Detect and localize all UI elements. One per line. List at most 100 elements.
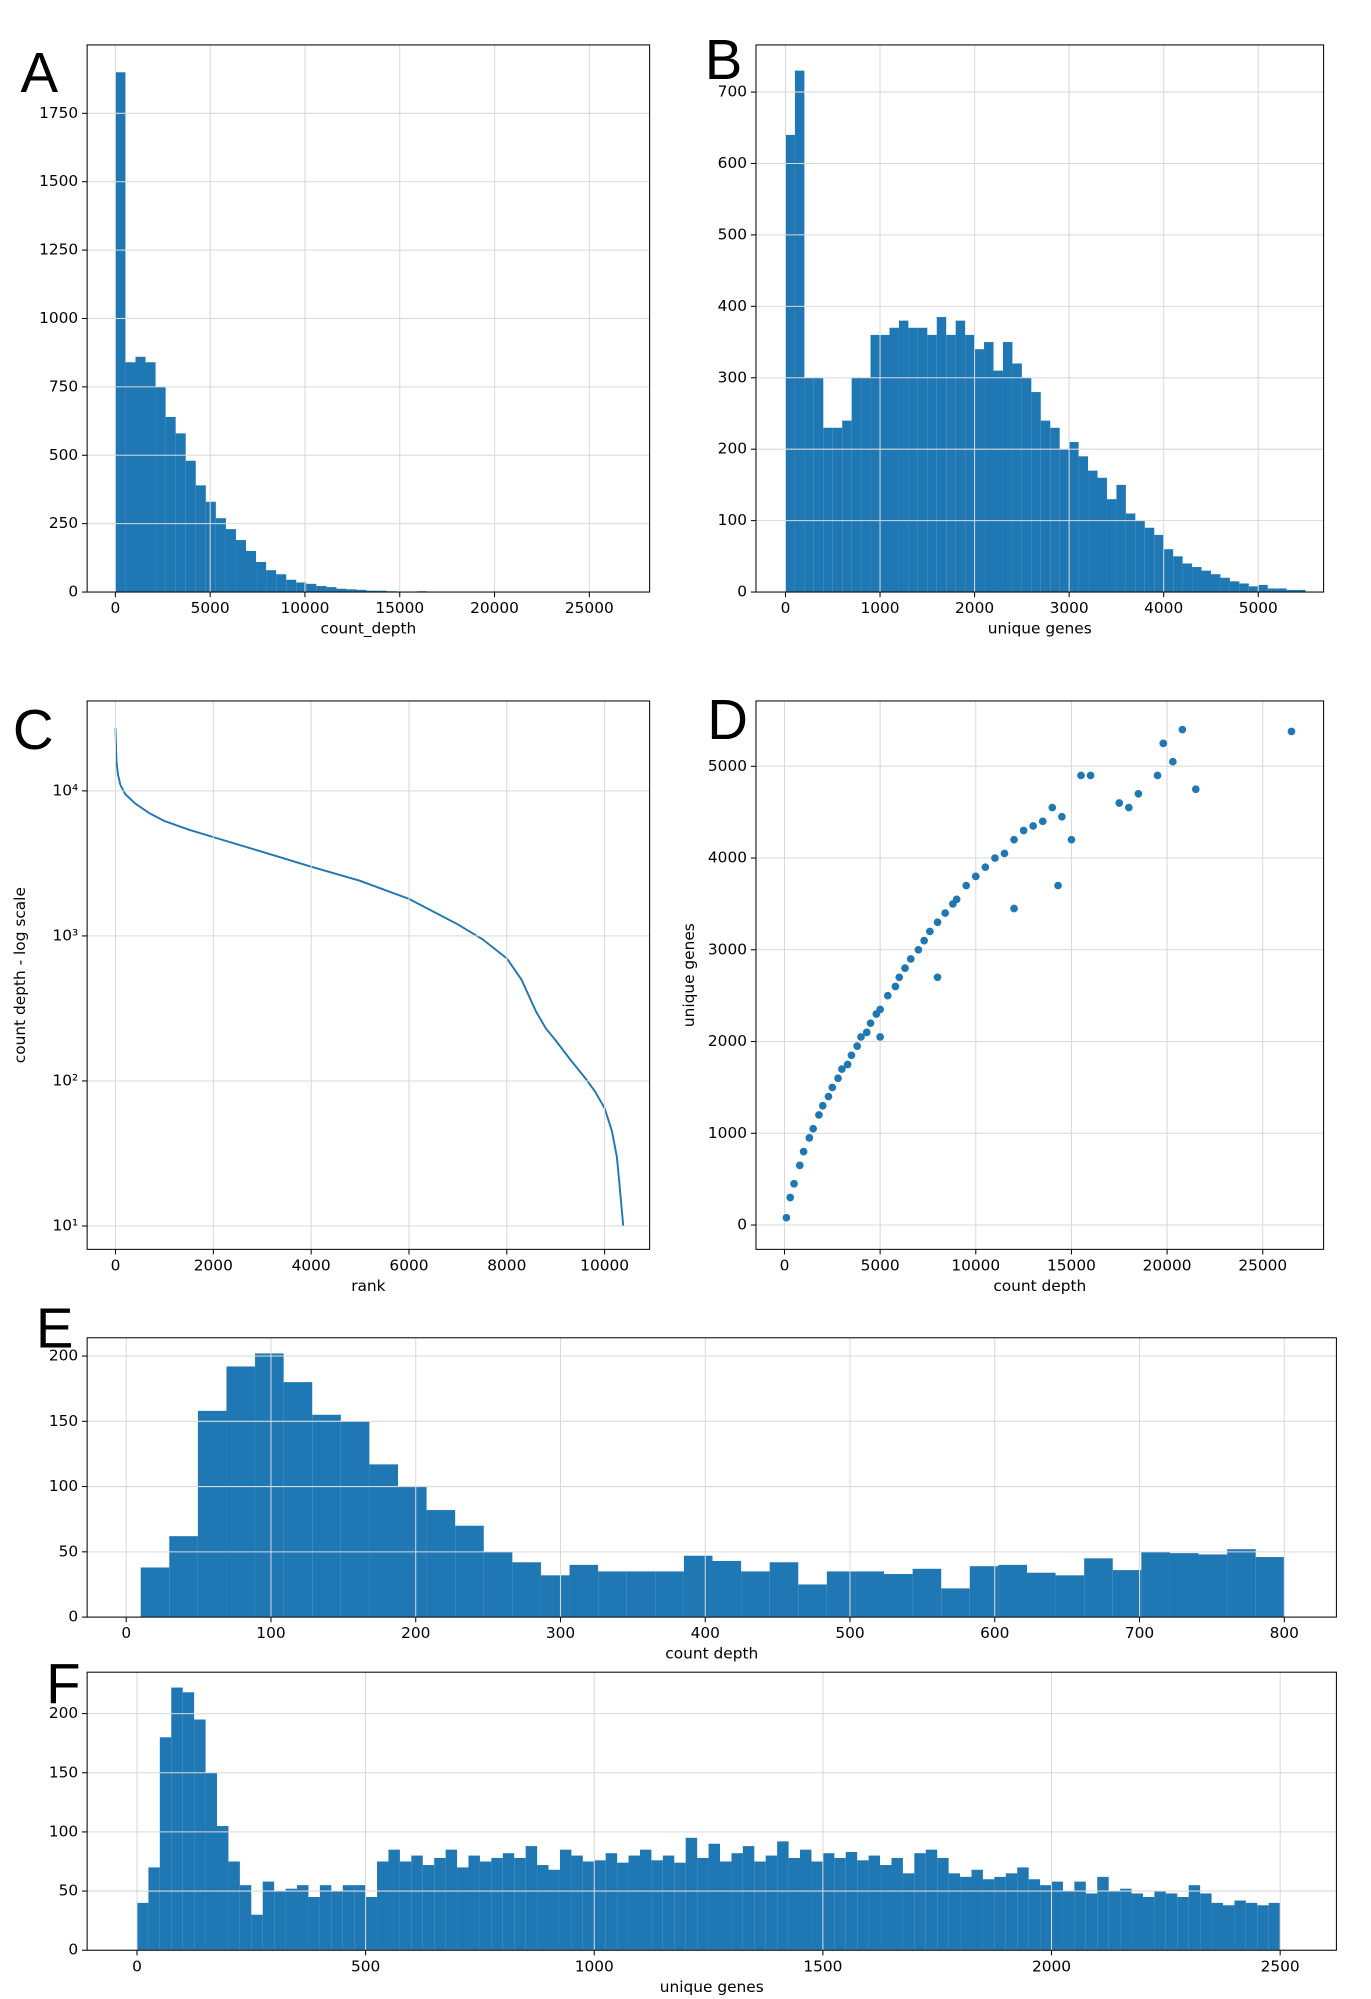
- bar: [145, 362, 156, 593]
- point: [971, 872, 980, 881]
- bar: [937, 1857, 949, 1951]
- axes-frame: [86, 700, 651, 1250]
- bar: [788, 1857, 801, 1951]
- bar: [251, 1914, 263, 1951]
- x-tick-label: 15000: [1047, 1257, 1096, 1275]
- point: [828, 1083, 837, 1092]
- bar: [312, 1414, 341, 1618]
- y-axis-label: count depth - log scale: [11, 887, 29, 1063]
- bar: [765, 1855, 778, 1951]
- bar: [1144, 527, 1155, 593]
- bar: [225, 529, 236, 593]
- point: [1178, 725, 1187, 734]
- y-tick-label: 500: [718, 225, 747, 243]
- point: [834, 1074, 842, 1083]
- panel-label: A: [21, 41, 59, 104]
- point: [891, 982, 900, 991]
- bar: [1131, 1893, 1143, 1951]
- plot-area: [140, 1353, 1285, 1618]
- bar: [457, 1867, 469, 1951]
- y-tick-label: 700: [718, 83, 747, 101]
- bar: [685, 1837, 698, 1951]
- bar: [356, 589, 367, 593]
- bar: [1085, 1893, 1098, 1951]
- bar: [1200, 1893, 1212, 1951]
- bar: [993, 370, 1003, 593]
- bar: [125, 362, 136, 593]
- y-tick-label: 5000: [708, 757, 747, 775]
- bar: [868, 1855, 881, 1951]
- bar: [376, 590, 387, 593]
- y-tick-label: 1000: [39, 309, 78, 327]
- bar: [785, 134, 795, 593]
- bar: [377, 1861, 389, 1951]
- bar: [1012, 363, 1022, 593]
- bar: [594, 1860, 606, 1951]
- bar: [1135, 520, 1145, 593]
- bar: [205, 501, 216, 593]
- bar: [1169, 1553, 1199, 1618]
- bar: [455, 1525, 484, 1618]
- y-tick-label: 200: [49, 1347, 78, 1365]
- bar: [628, 1855, 640, 1951]
- bar: [1234, 1900, 1246, 1951]
- bar: [319, 1885, 332, 1951]
- y-tick-label: 2000: [708, 1032, 747, 1050]
- bar: [870, 334, 881, 593]
- y-tick-label: 50: [59, 1882, 79, 1900]
- bar: [960, 1876, 972, 1951]
- bar: [468, 1855, 480, 1951]
- bar: [800, 1849, 812, 1951]
- point: [805, 1134, 814, 1142]
- y-tick-label: 100: [718, 511, 747, 529]
- bar: [215, 518, 226, 593]
- x-tick-label: 0: [780, 1257, 790, 1275]
- x-tick-label: 400: [691, 1624, 720, 1642]
- point: [901, 964, 909, 972]
- point: [1019, 826, 1028, 835]
- bar: [422, 1865, 435, 1951]
- bar: [316, 586, 327, 593]
- bar: [662, 1855, 675, 1951]
- axes-frame: [86, 1671, 1337, 1951]
- bar: [514, 1857, 526, 1951]
- bar: [445, 1849, 458, 1951]
- y-tick-label: 200: [49, 1704, 78, 1722]
- panel-label: C: [13, 698, 54, 761]
- bar: [1097, 477, 1107, 593]
- bar: [912, 1568, 942, 1618]
- bar: [1055, 1575, 1085, 1618]
- x-tick-label: 25000: [565, 599, 614, 617]
- bar: [823, 427, 833, 593]
- point: [952, 895, 961, 904]
- point: [1010, 904, 1018, 913]
- plot-area: [785, 70, 1306, 593]
- bar: [1286, 589, 1297, 593]
- bar: [136, 1902, 149, 1951]
- bar: [559, 1849, 572, 1951]
- bar: [369, 1464, 399, 1618]
- bar: [342, 1885, 355, 1951]
- bar: [336, 588, 347, 593]
- bar: [880, 1865, 892, 1951]
- bar: [1198, 1554, 1228, 1618]
- point: [1000, 849, 1009, 858]
- bar: [1097, 1876, 1109, 1951]
- bar: [354, 1885, 366, 1951]
- bar: [399, 1861, 412, 1951]
- bar: [754, 1861, 766, 1951]
- bar: [1177, 1896, 1189, 1951]
- point: [866, 1019, 875, 1028]
- bar: [1154, 534, 1164, 593]
- x-tick-label: 15000: [375, 599, 424, 617]
- bar: [941, 1588, 970, 1618]
- bar: [861, 377, 871, 593]
- point: [838, 1065, 846, 1073]
- bar: [1188, 1885, 1201, 1951]
- point: [790, 1179, 798, 1188]
- bar: [708, 1843, 720, 1951]
- bar: [548, 1869, 560, 1951]
- bar: [946, 334, 956, 593]
- y-tick-label: 1750: [39, 104, 78, 122]
- bar: [741, 1571, 770, 1618]
